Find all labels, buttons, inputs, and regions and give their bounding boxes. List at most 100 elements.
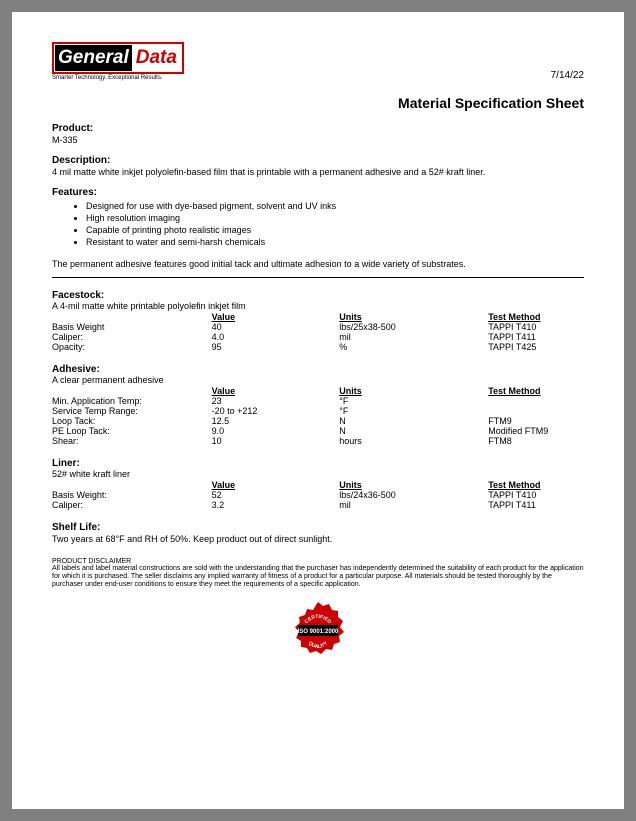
table-row: Caliper: 3.2 mil TAPPI T411 bbox=[52, 500, 584, 510]
cell: Basis Weight: bbox=[52, 490, 212, 500]
col-header: Units bbox=[339, 312, 488, 322]
col-header bbox=[52, 386, 212, 396]
table-row: Caliper: 4.0 mil TAPPI T411 bbox=[52, 332, 584, 342]
description-value: 4 mil matte white inkjet polyolefin-base… bbox=[52, 167, 584, 177]
cell: °F bbox=[339, 406, 488, 416]
col-header: Value bbox=[212, 386, 340, 396]
liner-heading: Liner: bbox=[52, 458, 584, 469]
list-item: Resistant to water and semi-harsh chemic… bbox=[86, 236, 584, 248]
cell: 95 bbox=[212, 342, 340, 352]
col-header bbox=[52, 480, 212, 490]
cell: Min. Application Temp: bbox=[52, 396, 212, 406]
cell: 4.0 bbox=[212, 332, 340, 342]
table-row: Loop Tack: 12.5 N FTM9 bbox=[52, 416, 584, 426]
table-row: PE Loop Tack: 9.0 N Modified FTM9 bbox=[52, 426, 584, 436]
shelf-life-value: Two years at 68°F and RH of 50%. Keep pr… bbox=[52, 534, 584, 544]
facestock-section: Facestock: A 4-mil matte white printable… bbox=[52, 290, 584, 352]
cell: -20 to +212 bbox=[212, 406, 340, 416]
badge-iso: ISO 9001:2000 bbox=[298, 629, 339, 635]
document-page: General Data Smarter Technology. Excepti… bbox=[12, 12, 624, 809]
features-label: Features: bbox=[52, 187, 584, 198]
list-item: Capable of printing photo realistic imag… bbox=[86, 224, 584, 236]
table-header-row: Value Units Test Method bbox=[52, 312, 584, 322]
cell: TAPPI T410 bbox=[488, 490, 584, 500]
cell: lbs/24x36-500 bbox=[339, 490, 488, 500]
disclaimer-heading: PRODUCT DISCLAIMER bbox=[52, 558, 584, 565]
cell: mil bbox=[339, 332, 488, 342]
header: General Data Smarter Technology. Excepti… bbox=[52, 42, 584, 81]
col-header: Test Method bbox=[488, 386, 584, 396]
product-value: M-335 bbox=[52, 135, 584, 145]
adhesive-note: The permanent adhesive features good ini… bbox=[52, 259, 584, 269]
cell: 40 bbox=[212, 322, 340, 332]
table-row: Shear: 10 hours FTM8 bbox=[52, 436, 584, 446]
cell: N bbox=[339, 426, 488, 436]
cell: hours bbox=[339, 436, 488, 446]
product-label: Product: bbox=[52, 123, 584, 134]
liner-section: Liner: 52# white kraft liner Value Units… bbox=[52, 458, 584, 510]
list-item: Designed for use with dye-based pigment,… bbox=[86, 200, 584, 212]
facestock-table: Value Units Test Method Basis Weight 40 … bbox=[52, 312, 584, 352]
col-header: Units bbox=[339, 480, 488, 490]
cell: 10 bbox=[212, 436, 340, 446]
cell: °F bbox=[339, 396, 488, 406]
table-row: Opacity: 95 % TAPPI T425 bbox=[52, 342, 584, 352]
description-label: Description: bbox=[52, 155, 584, 166]
liner-sub: 52# white kraft liner bbox=[52, 469, 584, 479]
table-row: Min. Application Temp: 23 °F bbox=[52, 396, 584, 406]
cell: % bbox=[339, 342, 488, 352]
col-header: Test Method bbox=[488, 480, 584, 490]
cell: Shear: bbox=[52, 436, 212, 446]
cell: Caliper: bbox=[52, 332, 212, 342]
cell: Opacity: bbox=[52, 342, 212, 352]
cell: 23 bbox=[212, 396, 340, 406]
adhesive-sub: A clear permanent adhesive bbox=[52, 375, 584, 385]
adhesive-heading: Adhesive: bbox=[52, 364, 584, 375]
cell: TAPPI T411 bbox=[488, 332, 584, 342]
cell: 3.2 bbox=[212, 500, 340, 510]
logo-data-text: Data bbox=[132, 45, 181, 71]
tagline: Smarter Technology. Exceptional Results. bbox=[52, 75, 184, 81]
table-row: Service Temp Range: -20 to +212 °F bbox=[52, 406, 584, 416]
cell: Loop Tack: bbox=[52, 416, 212, 426]
logo-general-text: General bbox=[55, 45, 132, 71]
col-header: Test Method bbox=[488, 312, 584, 322]
cell: FTM8 bbox=[488, 436, 584, 446]
logo: General Data bbox=[52, 42, 184, 74]
page-title: Material Specification Sheet bbox=[52, 95, 584, 111]
cell: TAPPI T410 bbox=[488, 322, 584, 332]
facestock-sub: A 4-mil matte white printable polyolefin… bbox=[52, 301, 584, 311]
document-date: 7/14/22 bbox=[551, 70, 584, 81]
iso-badge-icon: CERTIFIED ISO 9001:2000 QUALITY bbox=[288, 600, 348, 660]
cell: Basis Weight bbox=[52, 322, 212, 332]
table-row: Basis Weight 40 lbs/25x38-500 TAPPI T410 bbox=[52, 322, 584, 332]
table-header-row: Value Units Test Method bbox=[52, 480, 584, 490]
cell: 12.5 bbox=[212, 416, 340, 426]
features-list: Designed for use with dye-based pigment,… bbox=[52, 200, 584, 249]
iso-badge: CERTIFIED ISO 9001:2000 QUALITY bbox=[288, 600, 348, 662]
cell: mil bbox=[339, 500, 488, 510]
table-row: Basis Weight: 52 lbs/24x36-500 TAPPI T41… bbox=[52, 490, 584, 500]
adhesive-table: Value Units Test Method Min. Application… bbox=[52, 386, 584, 446]
cell: N bbox=[339, 416, 488, 426]
divider bbox=[52, 277, 584, 278]
disclaimer-text: All labels and label material constructi… bbox=[52, 565, 584, 590]
cell: 9.0 bbox=[212, 426, 340, 436]
cell: TAPPI T425 bbox=[488, 342, 584, 352]
cell bbox=[488, 396, 584, 406]
cell: TAPPI T411 bbox=[488, 500, 584, 510]
adhesive-section: Adhesive: A clear permanent adhesive Val… bbox=[52, 364, 584, 446]
cell: PE Loop Tack: bbox=[52, 426, 212, 436]
cell: Service Temp Range: bbox=[52, 406, 212, 416]
cell: Modified FTM9 bbox=[488, 426, 584, 436]
cell bbox=[488, 406, 584, 416]
col-header: Value bbox=[212, 312, 340, 322]
list-item: High resolution imaging bbox=[86, 212, 584, 224]
liner-table: Value Units Test Method Basis Weight: 52… bbox=[52, 480, 584, 510]
shelf-life-label: Shelf Life: bbox=[52, 522, 584, 533]
cell: Caliper: bbox=[52, 500, 212, 510]
col-header bbox=[52, 312, 212, 322]
cell: 52 bbox=[212, 490, 340, 500]
cell: lbs/25x38-500 bbox=[339, 322, 488, 332]
facestock-heading: Facestock: bbox=[52, 290, 584, 301]
